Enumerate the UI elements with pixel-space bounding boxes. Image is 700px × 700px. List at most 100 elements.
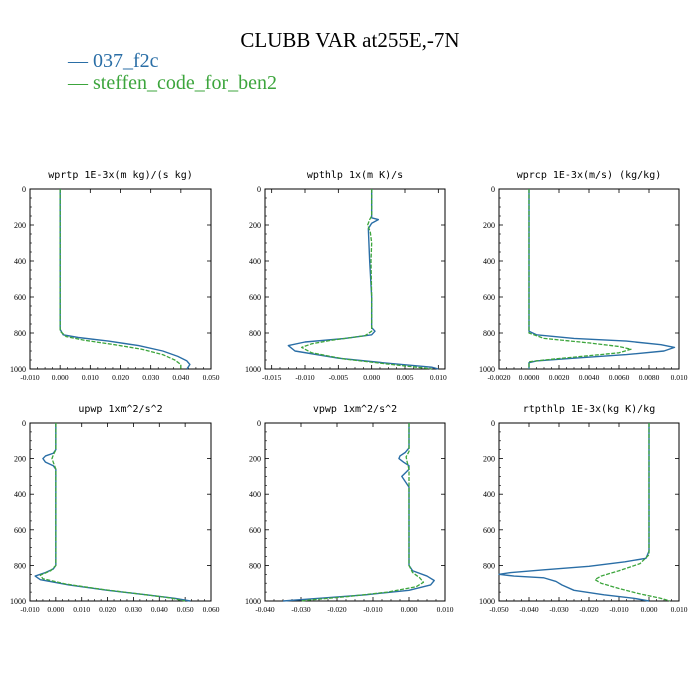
y-tick-label: 1000 bbox=[10, 597, 26, 606]
y-tick-label: 800 bbox=[14, 329, 26, 338]
x-tick-label: -0.030 bbox=[549, 605, 569, 614]
y-tick-label: 400 bbox=[14, 490, 26, 499]
y-tick-label: 400 bbox=[483, 490, 495, 499]
series-line-037-f2c bbox=[59, 189, 191, 370]
y-tick-label: 600 bbox=[14, 526, 26, 535]
y-tick-label: 800 bbox=[249, 329, 261, 338]
x-tick-label: 0.040 bbox=[172, 373, 189, 382]
y-tick-label: 0 bbox=[22, 419, 26, 428]
series-line-037-f2c bbox=[498, 423, 650, 602]
x-tick-label: 0.000 bbox=[641, 605, 658, 614]
chart-title: upwp 1xm^2/s^2 bbox=[78, 404, 162, 415]
x-tick-label: 0.000 bbox=[401, 605, 418, 614]
x-tick-label: 0.000 bbox=[52, 373, 69, 382]
x-tick-label: 0.0040 bbox=[579, 373, 600, 382]
series-line-steffen-code bbox=[594, 423, 671, 602]
x-tick-label: 0.050 bbox=[177, 605, 194, 614]
chart-panel-6: rtpthlp 1E-3x(kg K)/kg -0.050 -0.040 -0.030… bbox=[479, 404, 688, 614]
x-tick-label: 0.010 bbox=[82, 373, 99, 382]
chart-panel-5: vpwp 1xm^2/s^2 -0.040 -0.030 -0.020 -0.010 0.… bbox=[245, 404, 454, 614]
plot-frame bbox=[498, 422, 680, 602]
y-tick-label: 400 bbox=[249, 257, 261, 266]
y-tick-label: 1000 bbox=[245, 365, 261, 374]
chart-panel-3: wprcp 1E-3x(m/s) (kg/kg) -0.0020 0.0000 0.0… bbox=[479, 170, 688, 382]
x-tick-label: 0.040 bbox=[151, 605, 168, 614]
chart-title: wpthlp 1x(m K)/s bbox=[307, 170, 403, 181]
y-tick-label: 0 bbox=[491, 185, 495, 194]
y-tick-label: 1000 bbox=[479, 597, 495, 606]
y-tick-label: 600 bbox=[249, 526, 261, 535]
chart-title: vpwp 1xm^2/s^2 bbox=[313, 404, 397, 415]
x-tick-label: 0.005 bbox=[397, 373, 414, 382]
y-tick-label: 200 bbox=[249, 221, 261, 230]
x-tick-label: -0.050 bbox=[489, 605, 509, 614]
x-tick-label: -0.010 bbox=[363, 605, 383, 614]
x-tick-label: 0.050 bbox=[203, 373, 220, 382]
plot-frame bbox=[29, 188, 212, 370]
series-line-steffen-code bbox=[300, 423, 425, 602]
legend-entry-steffen-code: — steffen_code_for_ben2 bbox=[68, 72, 278, 94]
x-tick-label: 0.000 bbox=[363, 373, 380, 382]
legend-entry-037-f2c: — 037_f2c bbox=[68, 50, 159, 72]
y-tick-label: 800 bbox=[249, 561, 261, 570]
page-title: CLUBB VAR at255E,-7N bbox=[240, 28, 460, 52]
x-tick-label: 0.030 bbox=[125, 605, 142, 614]
y-tick-label: 400 bbox=[14, 257, 26, 266]
x-tick-label: -0.015 bbox=[262, 373, 282, 382]
series-line-steffen-code bbox=[301, 189, 432, 370]
y-tick-label: 800 bbox=[483, 329, 495, 338]
y-tick-label: 0 bbox=[491, 419, 495, 428]
x-tick-label: 0.020 bbox=[112, 373, 129, 382]
x-tick-label: 0.020 bbox=[99, 605, 116, 614]
x-tick-label: -0.005 bbox=[329, 373, 349, 382]
chart-panel-1: wprtp 1E-3x(m kg)/(s kg) -0.010 0.000 0.010… bbox=[10, 170, 220, 382]
x-tick-label: 0.030 bbox=[142, 373, 159, 382]
y-tick-label: 800 bbox=[483, 561, 495, 570]
y-tick-label: 0 bbox=[257, 419, 261, 428]
x-tick-label: 0.010 bbox=[73, 605, 90, 614]
x-tick-label: 0.0080 bbox=[639, 373, 660, 382]
chart-title: wprtp 1E-3x(m kg)/(s kg) bbox=[48, 170, 193, 181]
series-line-037-f2c bbox=[282, 423, 435, 602]
x-tick-label: -0.010 bbox=[20, 373, 40, 382]
y-tick-label: 200 bbox=[483, 455, 495, 464]
series-line-037-f2c bbox=[528, 189, 676, 369]
y-tick-label: 600 bbox=[483, 293, 495, 302]
series-line-steffen-code bbox=[39, 423, 186, 602]
x-tick-label: 0.010 bbox=[437, 605, 454, 614]
x-tick-label: -0.020 bbox=[579, 605, 599, 614]
plot-frame bbox=[264, 188, 446, 370]
x-tick-label: 0.0020 bbox=[549, 373, 570, 382]
x-tick-label: -0.030 bbox=[291, 605, 311, 614]
x-tick-label: 0.000 bbox=[47, 605, 64, 614]
x-tick-label: 0.060 bbox=[203, 605, 220, 614]
y-tick-label: 400 bbox=[249, 490, 261, 499]
y-tick-label: 200 bbox=[14, 455, 26, 464]
y-tick-label: 600 bbox=[483, 526, 495, 535]
x-tick-label: -0.020 bbox=[327, 605, 347, 614]
y-tick-label: 200 bbox=[249, 455, 261, 464]
x-tick-label: 0.010 bbox=[671, 373, 688, 382]
series-line-037-f2c bbox=[34, 423, 191, 602]
plot-frame bbox=[498, 188, 680, 370]
plot-frame bbox=[264, 422, 446, 602]
x-tick-label: 0.010 bbox=[671, 605, 688, 614]
y-tick-label: 600 bbox=[14, 293, 26, 302]
chart-title: rtpthlp 1E-3x(kg K)/kg bbox=[523, 404, 655, 415]
x-tick-label: 0.0060 bbox=[609, 373, 630, 382]
y-tick-label: 200 bbox=[14, 221, 26, 230]
y-tick-label: 1000 bbox=[10, 365, 26, 374]
y-tick-label: 0 bbox=[257, 185, 261, 194]
y-tick-label: 0 bbox=[22, 185, 26, 194]
x-tick-label: -0.010 bbox=[20, 605, 40, 614]
x-tick-label: 0.0000 bbox=[519, 373, 540, 382]
x-tick-label: -0.0020 bbox=[487, 373, 510, 382]
y-tick-label: 600 bbox=[249, 293, 261, 302]
y-tick-label: 1000 bbox=[479, 365, 495, 374]
x-tick-label: -0.040 bbox=[255, 605, 275, 614]
x-tick-label: -0.010 bbox=[295, 373, 315, 382]
y-tick-label: 800 bbox=[14, 561, 26, 570]
x-tick-label: -0.010 bbox=[609, 605, 629, 614]
x-tick-label: 0.010 bbox=[430, 373, 447, 382]
